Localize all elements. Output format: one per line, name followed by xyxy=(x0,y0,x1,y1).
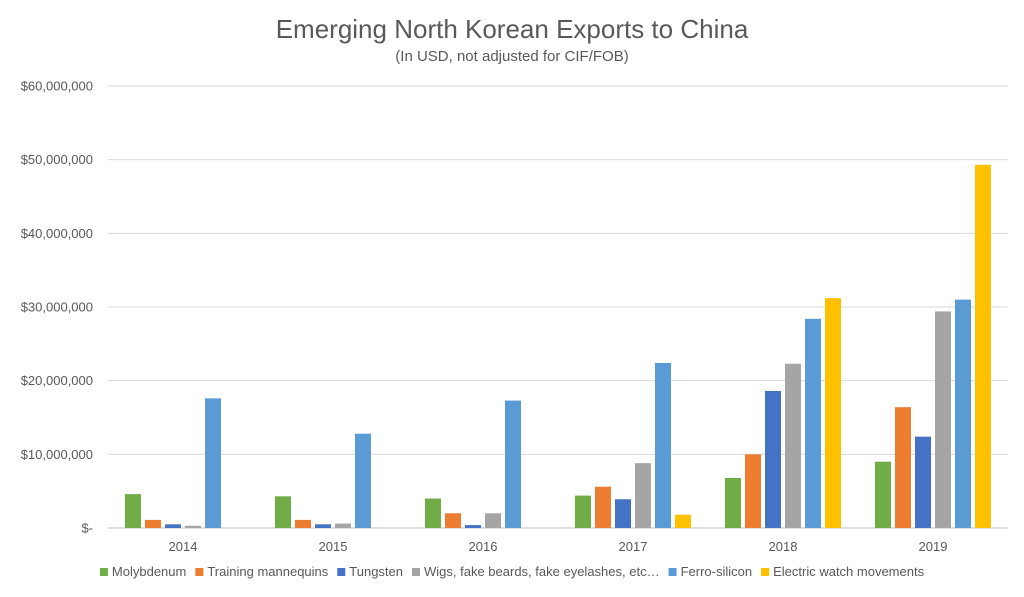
bar xyxy=(955,299,971,528)
chart-title: Emerging North Korean Exports to China xyxy=(276,14,749,44)
legend-item: Electric watch movements xyxy=(761,564,925,579)
legend-swatch xyxy=(412,568,421,576)
y-tick-label: $- xyxy=(81,521,93,536)
legend-item: Training mannequins xyxy=(195,564,329,579)
bar xyxy=(445,513,461,528)
y-tick-label: $20,000,000 xyxy=(21,373,93,388)
bar xyxy=(725,477,741,528)
legend-label: Training mannequins xyxy=(207,564,328,579)
x-tick-label: 2018 xyxy=(769,539,798,554)
bar xyxy=(205,398,221,528)
legend: Molybdenum Training mannequins Tungsten Wig… xyxy=(99,564,925,579)
x-tick-label: 2015 xyxy=(319,539,348,554)
bar xyxy=(145,519,161,528)
y-axis: $- $10,000,000 $20,000,000 $30,000,000 $40,0… xyxy=(21,79,93,536)
x-tick-label: 2017 xyxy=(619,539,648,554)
bar xyxy=(875,461,891,528)
legend-label: Tungsten xyxy=(349,564,403,579)
legend-swatch xyxy=(337,568,346,576)
gridlines xyxy=(108,85,1008,529)
legend-item: Molybdenum xyxy=(99,564,186,579)
bar xyxy=(485,513,501,528)
bar xyxy=(335,523,351,528)
bar xyxy=(655,362,671,528)
bars xyxy=(125,164,991,528)
bar xyxy=(185,525,201,528)
bar xyxy=(635,463,651,528)
y-tick-label: $50,000,000 xyxy=(21,152,93,167)
bar xyxy=(505,400,521,528)
bar xyxy=(805,318,821,528)
bar xyxy=(675,514,691,528)
legend-label: Molybdenum xyxy=(112,564,186,579)
bar xyxy=(275,496,291,528)
bar xyxy=(465,525,481,528)
y-tick-label: $60,000,000 xyxy=(21,79,93,94)
bar xyxy=(615,499,631,528)
bar xyxy=(975,164,991,528)
y-tick-label: $40,000,000 xyxy=(21,226,93,241)
y-tick-label: $30,000,000 xyxy=(21,300,93,315)
legend-swatch xyxy=(195,568,204,576)
x-tick-label: 2019 xyxy=(919,539,948,554)
bar xyxy=(165,524,181,528)
bar xyxy=(915,436,931,528)
legend-swatch xyxy=(761,568,770,576)
bar xyxy=(935,311,951,528)
x-axis: 2014 2015 2016 2017 2018 2019 xyxy=(169,539,948,554)
legend-item: Ferro-silicon xyxy=(668,564,753,579)
x-tick-label: 2014 xyxy=(169,539,198,554)
bar xyxy=(575,495,591,528)
bar xyxy=(765,390,781,528)
y-tick-label: $10,000,000 xyxy=(21,447,93,462)
bar xyxy=(895,407,911,528)
legend-item: Wigs, fake beards, fake eyelashes, etc… xyxy=(412,564,660,579)
bar xyxy=(425,498,441,528)
bar xyxy=(295,519,311,528)
bar xyxy=(355,433,371,528)
bar xyxy=(785,363,801,528)
chart-subtitle: (In USD, not adjusted for CIF/FOB) xyxy=(395,48,628,65)
legend-swatch xyxy=(99,568,108,576)
legend-label: Ferro-silicon xyxy=(681,564,753,579)
legend-label: Wigs, fake beards, fake eyelashes, etc… xyxy=(424,564,660,579)
bar xyxy=(315,524,331,528)
legend-item: Tungsten xyxy=(337,564,403,579)
x-tick-label: 2016 xyxy=(469,539,498,554)
bar xyxy=(825,298,841,528)
legend-swatch xyxy=(668,568,677,576)
bar xyxy=(125,494,141,528)
bar xyxy=(595,486,611,528)
legend-label: Electric watch movements xyxy=(773,564,924,579)
bar xyxy=(745,454,761,528)
